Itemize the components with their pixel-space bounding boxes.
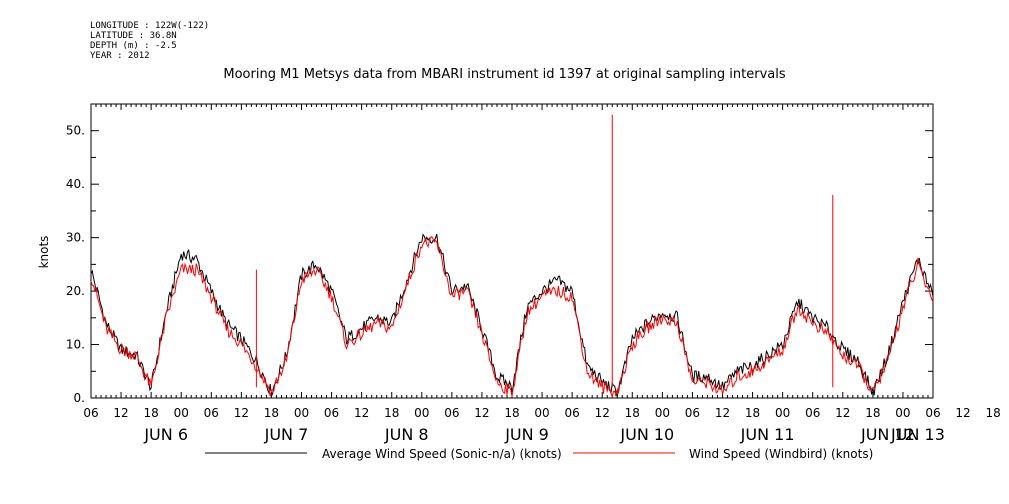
x-tick-label: 12 [234, 406, 249, 420]
legend-label-sonic: Average Wind Speed (Sonic-n/a) (knots) [322, 447, 562, 461]
y-tick-labels: 0. 10. 20. 30. 40. 50. [66, 124, 85, 405]
x-tick-label: 12 [955, 406, 970, 420]
x-tick-label: 00 [895, 406, 910, 420]
x-tick-label: 06 [324, 406, 339, 420]
day-label: JUN 7 [264, 425, 309, 444]
day-label: JUN 8 [384, 425, 429, 444]
day-labels: JUN 6 JUN 7 JUN 8 JUN 9 JUN 10 JUN 11 JUN 12JU… [143, 425, 945, 444]
depth-text: DEPTH (m) : -2.5 [90, 41, 177, 51]
x-tick-label: 12 [715, 406, 730, 420]
x-tick-label: 12 [595, 406, 610, 420]
x-tick-label: 18 [384, 406, 399, 420]
x-tick-label: 06 [444, 406, 459, 420]
latitude-text: LATITUDE : 36.8N [90, 31, 177, 41]
y-tick-label: 20. [66, 284, 85, 298]
day-label: JUN 12 [860, 425, 915, 444]
x-tick-label: 12 [113, 406, 128, 420]
year-text: YEAR : 2012 [90, 51, 150, 61]
x-tick-label: 18 [745, 406, 760, 420]
series-line-sonic [90, 233, 934, 397]
x-tick-label: 00 [414, 406, 429, 420]
x-tick-label: 18 [625, 406, 640, 420]
x-tick-label: 12 [354, 406, 369, 420]
x-tick-label: 06 [805, 406, 820, 420]
y-tick-label: 0. [74, 391, 85, 405]
day-label: JUN 11 [740, 425, 795, 444]
x-tick-label: 06 [83, 406, 98, 420]
y-tick-label: 50. [66, 124, 85, 138]
x-tick-label: 18 [264, 406, 279, 420]
x-tick-label: 18 [144, 406, 159, 420]
x-tick-label: 00 [655, 406, 670, 420]
x-tick-labels: 06 12 18 00 06 12 18 00 06 12 18 00 06 12 18 00 06 12 18 00… [83, 406, 1001, 420]
x-tick-label: 00 [174, 406, 189, 420]
x-tick-label: 12 [474, 406, 489, 420]
longitude-text: LONGITUDE : 122W(-122) [90, 21, 210, 31]
y-axis-label: knots [37, 236, 51, 269]
day-label: JUN 9 [504, 425, 549, 444]
legend-label-windbird: Wind Speed (Windbird) (knots) [689, 447, 873, 461]
series-lines [90, 114, 934, 399]
x-tick-label: 12 [835, 406, 850, 420]
chart-title: Mooring M1 Metsys data from MBARI instru… [223, 67, 786, 82]
x-tick-label: 00 [534, 406, 549, 420]
x-tick-label: 06 [204, 406, 219, 420]
day-label: JUN 13 [890, 425, 945, 444]
y-tick-label: 40. [66, 177, 85, 191]
x-tick-label: 06 [925, 406, 940, 420]
x-tick-label: 18 [504, 406, 519, 420]
series-line-windbird [90, 236, 934, 399]
x-tick-label: 06 [565, 406, 580, 420]
x-tick-label: 18 [865, 406, 880, 420]
day-label: JUN 6 [143, 425, 188, 444]
axis-ticks [90, 103, 934, 399]
x-tick-label: 06 [685, 406, 700, 420]
x-tick-label: 18 [986, 406, 1001, 420]
x-tick-label: 00 [775, 406, 790, 420]
day-label: JUN 10 [619, 425, 674, 444]
metadata-block: LONGITUDE : 122W(-122) LATITUDE : 36.8N … [90, 21, 209, 61]
y-tick-label: 30. [66, 231, 85, 245]
y-tick-label: 10. [66, 338, 85, 352]
plot-frame [90, 103, 934, 399]
legend: Average Wind Speed (Sonic-n/a) (knots) W… [205, 447, 873, 461]
x-tick-label: 00 [294, 406, 309, 420]
